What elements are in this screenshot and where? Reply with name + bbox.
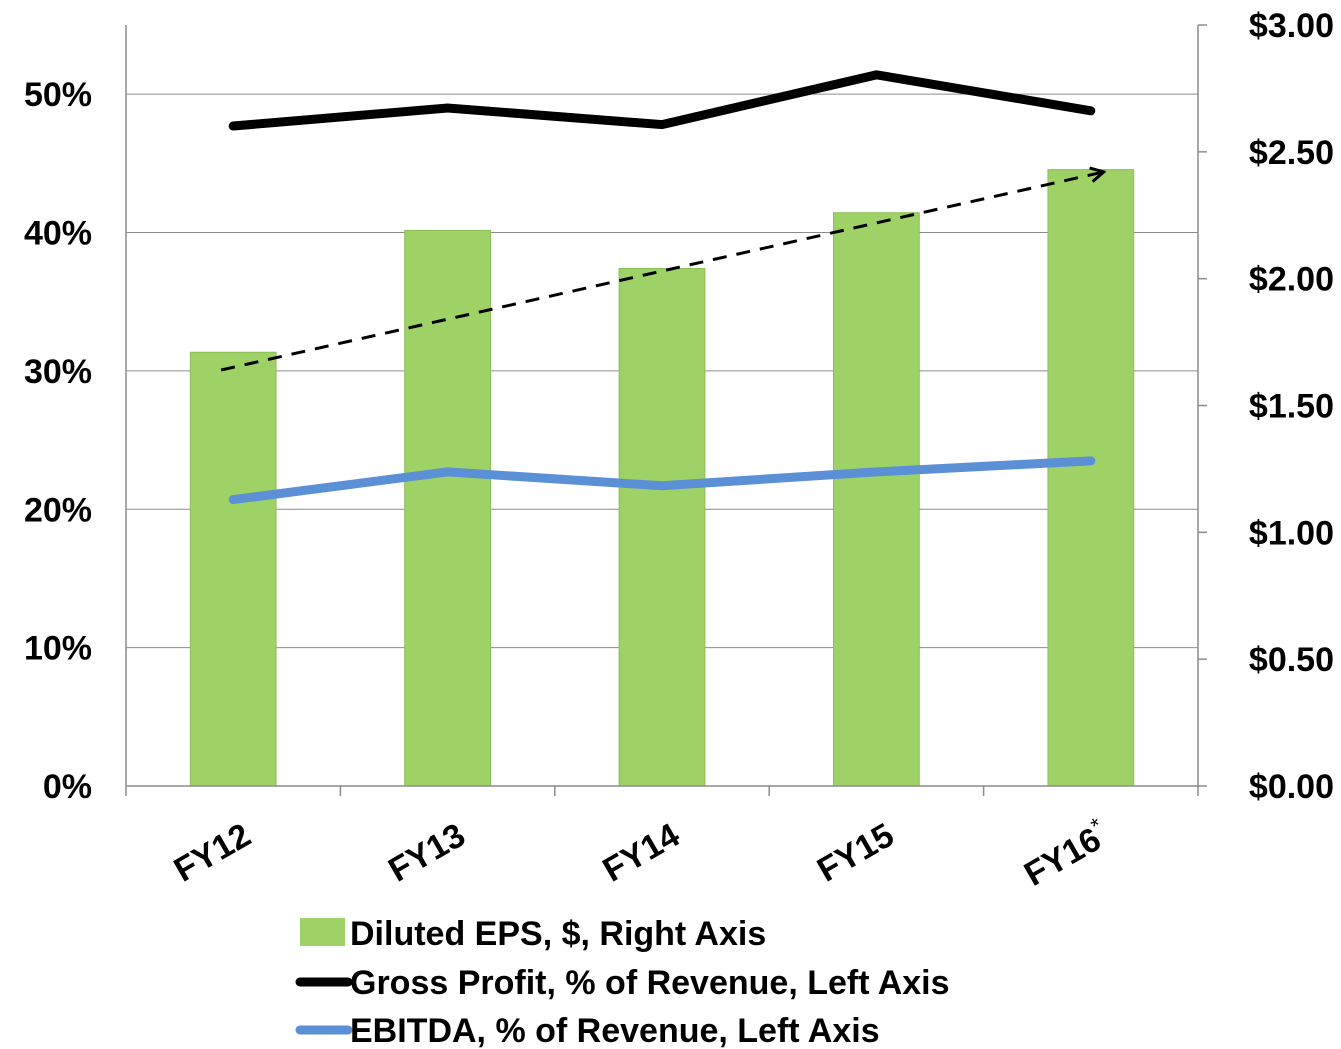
eps-trend-arrow [220,172,1103,372]
category-label: FY14 [597,816,686,890]
right-tick-label: $2.00 [1249,261,1334,299]
right-tick-label: $0.00 [1249,768,1334,806]
right-tick-label: $1.00 [1249,514,1334,552]
category-label: FY16* [1016,812,1115,894]
legend-label: EBITDA, % of Revenue, Left Axis [350,1012,880,1049]
right-tick-label: $2.50 [1249,134,1334,172]
category-label: FY12 [168,816,257,890]
category-label: FY13 [382,816,471,890]
eps-bar-fy15 [833,212,920,787]
left-tick-label: 20% [24,491,92,529]
legend: Diluted EPS, $, Right Axis Gross Profit, … [295,915,950,1049]
legend-label: Diluted EPS, $, Right Axis [350,915,766,953]
eps-bar-fy16 [1047,169,1135,787]
gross-profit-line [228,70,1096,131]
eps-bar-fy13 [404,229,491,787]
legend-swatch-eps [300,918,345,946]
eps-bar-fy12 [189,351,277,787]
left-tick-label: 50% [24,76,92,114]
left-tick-label: 10% [24,630,92,668]
right-tick-label: $3.00 [1249,7,1334,45]
left-tick-label: 40% [24,215,92,253]
eps-bar-fy14 [618,268,706,787]
right-tick-label: $1.50 [1249,388,1334,426]
eps-bars [189,169,1135,787]
axes [125,24,1207,796]
category-footnote-mark: * [1086,812,1106,838]
trend-arrow [220,172,1103,372]
ebitda-line [228,456,1096,505]
left-tick-label: 30% [24,353,92,391]
right-tick-label: $0.50 [1249,641,1334,679]
series-lines [228,70,1096,505]
left-tick-label: 0% [43,768,92,806]
legend-label: Gross Profit, % of Revenue, Left Axis [350,964,950,1002]
category-label: FY15 [811,816,900,890]
